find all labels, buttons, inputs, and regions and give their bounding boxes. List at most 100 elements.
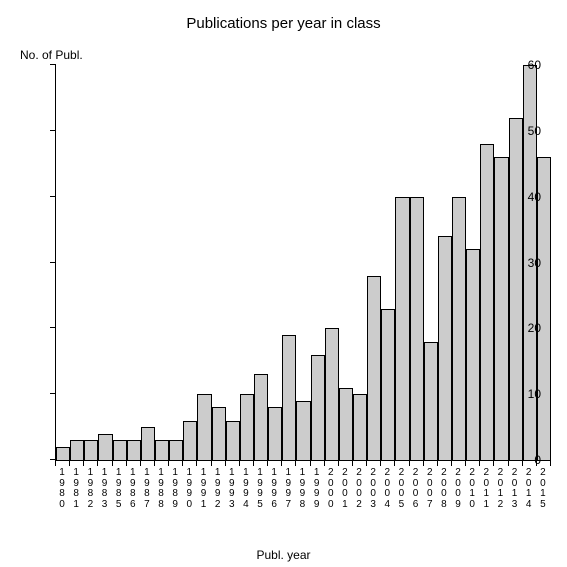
x-tick xyxy=(380,460,381,466)
x-tick xyxy=(508,460,509,466)
x-tick-label: 1992 xyxy=(211,468,225,510)
bar xyxy=(367,276,381,460)
x-tick xyxy=(522,460,523,466)
x-tick-label: 1994 xyxy=(239,468,253,510)
bar xyxy=(480,144,494,460)
y-tick-label: 10 xyxy=(528,387,541,401)
x-tick-label: 2007 xyxy=(423,468,437,510)
bar xyxy=(410,197,424,460)
bars xyxy=(56,65,551,460)
x-tick-label: 2012 xyxy=(493,468,507,510)
bar xyxy=(56,447,70,460)
x-tick xyxy=(423,460,424,466)
bar xyxy=(438,236,452,460)
bar xyxy=(127,440,141,460)
x-tick xyxy=(352,460,353,466)
bar xyxy=(424,342,438,461)
bar xyxy=(452,197,466,460)
x-tick xyxy=(225,460,226,466)
x-tick-label: 2005 xyxy=(394,468,408,510)
x-tick-label: 2004 xyxy=(380,468,394,510)
x-tick xyxy=(97,460,98,466)
x-tick xyxy=(465,460,466,466)
chart-title: Publications per year in class xyxy=(0,15,567,32)
x-tick xyxy=(409,460,410,466)
x-tick-label: 2008 xyxy=(437,468,451,510)
x-tick-label: 1989 xyxy=(168,468,182,510)
x-tick-label: 2015 xyxy=(536,468,550,510)
chart-container: Publications per year in class No. of Pu… xyxy=(0,0,567,567)
bar xyxy=(183,421,197,461)
x-tick xyxy=(239,460,240,466)
x-tick xyxy=(83,460,84,466)
x-tick-label: 1982 xyxy=(83,468,97,510)
x-tick-label: 2000 xyxy=(324,468,338,510)
bar xyxy=(113,440,127,460)
x-tick xyxy=(366,460,367,466)
x-tick xyxy=(310,460,311,466)
bar xyxy=(311,355,325,460)
x-tick-label: 2009 xyxy=(451,468,465,510)
x-tick xyxy=(140,460,141,466)
x-tick-label: 2011 xyxy=(479,468,493,510)
y-tick-label: 30 xyxy=(528,256,541,270)
plot-area: 0102030405060 xyxy=(55,65,551,461)
x-tick-label: 1985 xyxy=(112,468,126,510)
y-tick-label: 60 xyxy=(528,58,541,72)
x-tick xyxy=(55,460,56,466)
x-tick-label: 2001 xyxy=(338,468,352,510)
bar xyxy=(155,440,169,460)
x-tick xyxy=(154,460,155,466)
bar xyxy=(70,440,84,460)
x-tick xyxy=(112,460,113,466)
bar xyxy=(98,434,112,460)
x-tick-label: 2014 xyxy=(522,468,536,510)
bar xyxy=(296,401,310,460)
x-tick xyxy=(182,460,183,466)
bar xyxy=(226,421,240,461)
x-tick-label: 1983 xyxy=(97,468,111,510)
y-axis-label: No. of Publ. xyxy=(20,48,83,62)
x-tick xyxy=(437,460,438,466)
bar xyxy=(381,309,395,460)
x-tick xyxy=(168,460,169,466)
bar xyxy=(339,388,353,460)
x-ticks xyxy=(55,460,550,461)
bar xyxy=(353,394,367,460)
x-tick xyxy=(196,460,197,466)
x-tick xyxy=(295,460,296,466)
y-tick-label: 40 xyxy=(528,190,541,204)
bar xyxy=(282,335,296,460)
x-tick-label: 1987 xyxy=(140,468,154,510)
x-tick-label: 1996 xyxy=(267,468,281,510)
bar xyxy=(212,407,226,460)
bar xyxy=(240,394,254,460)
x-tick-label: 1981 xyxy=(69,468,83,510)
x-tick-label: 1991 xyxy=(196,468,210,510)
x-tick-label: 2010 xyxy=(465,468,479,510)
x-labels: 1980198119821983198519861987198819891990… xyxy=(55,468,550,510)
x-tick xyxy=(451,460,452,466)
x-tick-label: 1999 xyxy=(310,468,324,510)
bar xyxy=(197,394,211,460)
x-tick xyxy=(69,460,70,466)
x-tick-label: 2006 xyxy=(409,468,423,510)
bar xyxy=(494,157,508,460)
x-tick xyxy=(338,460,339,466)
bar xyxy=(466,249,480,460)
x-tick-label: 1990 xyxy=(182,468,196,510)
x-tick xyxy=(281,460,282,466)
x-tick-label: 1980 xyxy=(55,468,69,510)
x-tick xyxy=(211,460,212,466)
x-tick-label: 2002 xyxy=(352,468,366,510)
bar xyxy=(268,407,282,460)
x-tick-label: 1995 xyxy=(253,468,267,510)
bar xyxy=(395,197,409,460)
x-tick-label: 1986 xyxy=(126,468,140,510)
y-tick-label: 50 xyxy=(528,124,541,138)
x-tick xyxy=(493,460,494,466)
x-tick-label: 2003 xyxy=(366,468,380,510)
bar xyxy=(509,118,523,460)
x-tick-label: 1993 xyxy=(225,468,239,510)
x-tick xyxy=(253,460,254,466)
